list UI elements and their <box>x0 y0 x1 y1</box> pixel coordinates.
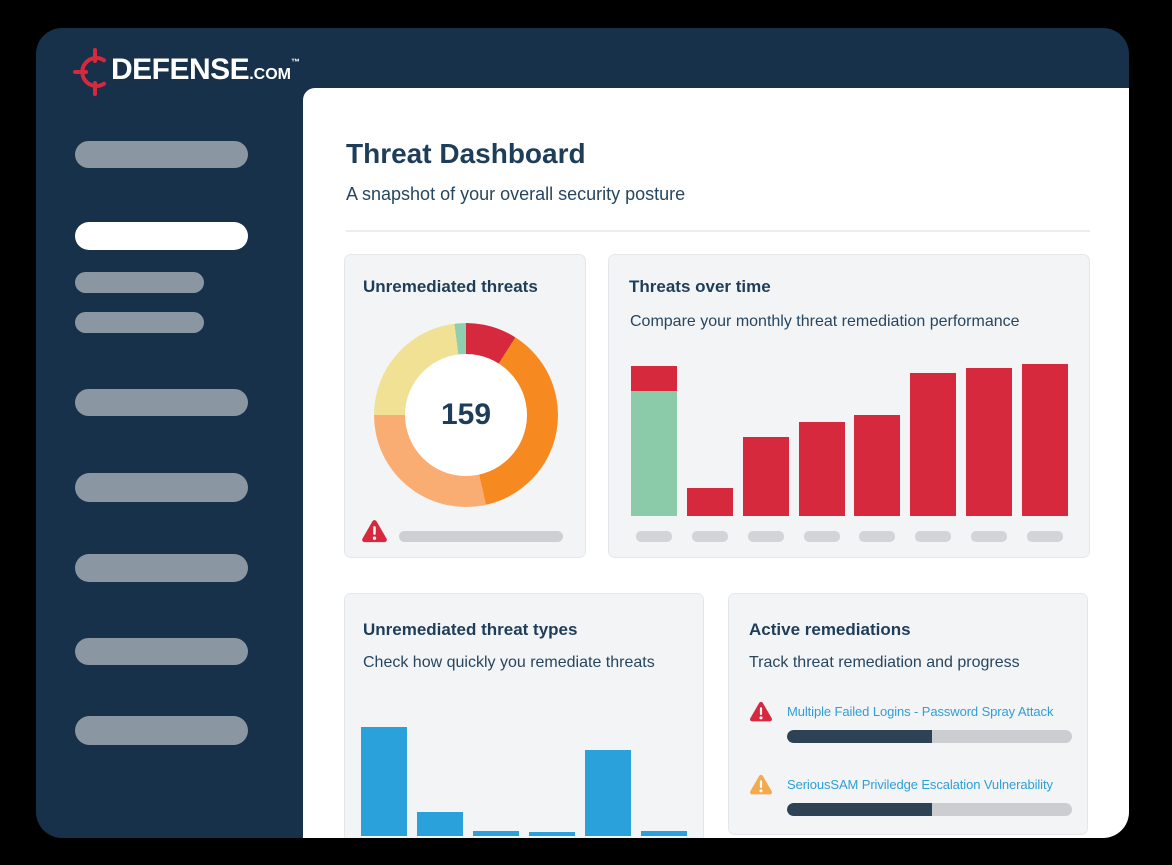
card-subtitle: Check how quickly you remediate threats <box>363 654 655 671</box>
page-subtitle: A snapshot of your overall security post… <box>346 184 686 204</box>
bar-threat-type-1 <box>361 727 407 836</box>
brand-trademark: ™ <box>290 57 300 67</box>
x-label-cell <box>1022 531 1068 542</box>
card-subtitle: Track threat remediation and progress <box>749 654 1020 671</box>
remediation-progress-fill <box>787 730 933 743</box>
donut-center: 159 <box>405 354 527 476</box>
sidebar-item-6[interactable] <box>75 473 248 502</box>
sidebar-item-3[interactable] <box>75 272 204 293</box>
remediation-progress-fill <box>787 803 933 816</box>
x-label-placeholder <box>691 531 728 542</box>
sidebar-item-9[interactable] <box>75 716 248 745</box>
warning-triangle-icon <box>361 519 388 544</box>
main-content: Threat Dashboard A snapshot of your over… <box>303 88 1129 838</box>
x-label-placeholder <box>1026 531 1063 542</box>
remediation-progress-bar <box>787 730 1072 743</box>
bar-threat-type-5 <box>585 750 631 836</box>
bar-month-2 <box>686 488 733 516</box>
bar-month-4 <box>798 422 845 516</box>
bar-month-6 <box>910 373 957 516</box>
x-label-cell <box>687 531 733 542</box>
card-title: Unremediated threats <box>363 277 538 296</box>
remediation-item-2: SeriousSAM Priviledge Escalation Vulnera… <box>749 769 1072 838</box>
card-unremediated-threat-types: Unremediated threat types Check how quic… <box>344 593 704 838</box>
bar-segment-unremediated <box>631 366 677 391</box>
x-label-placeholder <box>971 531 1008 542</box>
remediation-link[interactable]: SeriousSAM Priviledge Escalation Vulnera… <box>787 777 1053 792</box>
bar-month-1 <box>631 366 677 516</box>
bar-month-3 <box>742 437 789 516</box>
crosshair-logo-icon <box>73 48 106 96</box>
bar-threat-type-4 <box>529 832 575 836</box>
brand-tld: .COM <box>249 66 291 83</box>
bar-segment-unremediated <box>966 368 1013 516</box>
x-label-cell <box>799 531 845 542</box>
remediation-link[interactable]: Multiple Failed Logins - Password Spray … <box>787 704 1054 719</box>
bar-chart-threats-over-time <box>631 364 1068 516</box>
bar-segment-unremediated <box>910 373 957 516</box>
donut-chart: 159 <box>374 323 558 507</box>
skeleton-text-placeholder <box>399 531 563 542</box>
donut-total-value: 159 <box>440 398 492 431</box>
sidebar-nav <box>36 28 303 838</box>
x-label-cell <box>966 531 1012 542</box>
remediation-progress-bar <box>787 803 1072 816</box>
bar-segment-unremediated <box>798 422 845 516</box>
x-label-cell <box>910 531 956 542</box>
bar-segment-unremediated <box>686 488 733 516</box>
bar-segment-remediated <box>631 391 677 516</box>
sidebar-item-5[interactable] <box>75 389 248 416</box>
brand-wordmark: DEFENSE.COM™ <box>111 53 300 87</box>
page-title: Threat Dashboard <box>346 138 586 169</box>
bar-segment-unremediated <box>1021 364 1068 516</box>
brand-logo[interactable]: DEFENSE.COM™ <box>72 44 300 96</box>
bar-chart-threat-types <box>361 726 687 836</box>
sidebar-item-8[interactable] <box>75 638 248 665</box>
bar-threat-type-2 <box>417 812 463 836</box>
x-label-placeholder <box>803 531 840 542</box>
sidebar-item-4[interactable] <box>75 312 204 333</box>
bar-chart-x-axis-labels <box>631 531 1068 542</box>
card-unremediated-threats: Unremediated threats 159 <box>344 254 586 558</box>
x-label-cell <box>631 531 677 542</box>
card-subtitle: Compare your monthly threat remediation … <box>630 313 1020 330</box>
x-label-placeholder <box>859 531 896 542</box>
warning-triangle-warning-icon <box>749 774 773 796</box>
sidebar-item-1[interactable] <box>75 141 248 168</box>
bar-threat-type-6 <box>641 831 687 836</box>
x-label-cell <box>743 531 789 542</box>
card-threats-over-time: Threats over time Compare your monthly t… <box>608 254 1090 558</box>
card-title: Active remediations <box>749 620 911 639</box>
x-label-placeholder <box>636 531 672 542</box>
sidebar: DEFENSE.COM™ <box>36 28 303 838</box>
bar-month-8 <box>1021 364 1068 516</box>
remediation-list: Multiple Failed Logins - Password Spray … <box>749 696 1072 838</box>
bar-segment-unremediated <box>854 415 901 516</box>
bar-segment-unremediated <box>742 437 789 516</box>
sidebar-item-2[interactable] <box>75 222 248 250</box>
bar-threat-type-3 <box>473 831 519 836</box>
bar-month-5 <box>854 415 901 516</box>
app-window: DEFENSE.COM™ Threat Dashboard A snapshot… <box>36 28 1129 838</box>
x-label-placeholder <box>747 531 784 542</box>
x-label-cell <box>854 531 900 542</box>
warning-triangle-critical-icon <box>749 701 773 723</box>
remediation-item-1: Multiple Failed Logins - Password Spray … <box>749 696 1072 769</box>
x-label-placeholder <box>915 531 952 542</box>
bar-month-7 <box>966 368 1013 516</box>
divider <box>346 230 1090 232</box>
brand-name: DEFENSE <box>111 53 250 86</box>
card-title: Threats over time <box>629 277 771 296</box>
sidebar-item-7[interactable] <box>75 554 248 582</box>
card-active-remediations: Active remediations Track threat remedia… <box>728 593 1088 835</box>
card-title: Unremediated threat types <box>363 620 578 639</box>
